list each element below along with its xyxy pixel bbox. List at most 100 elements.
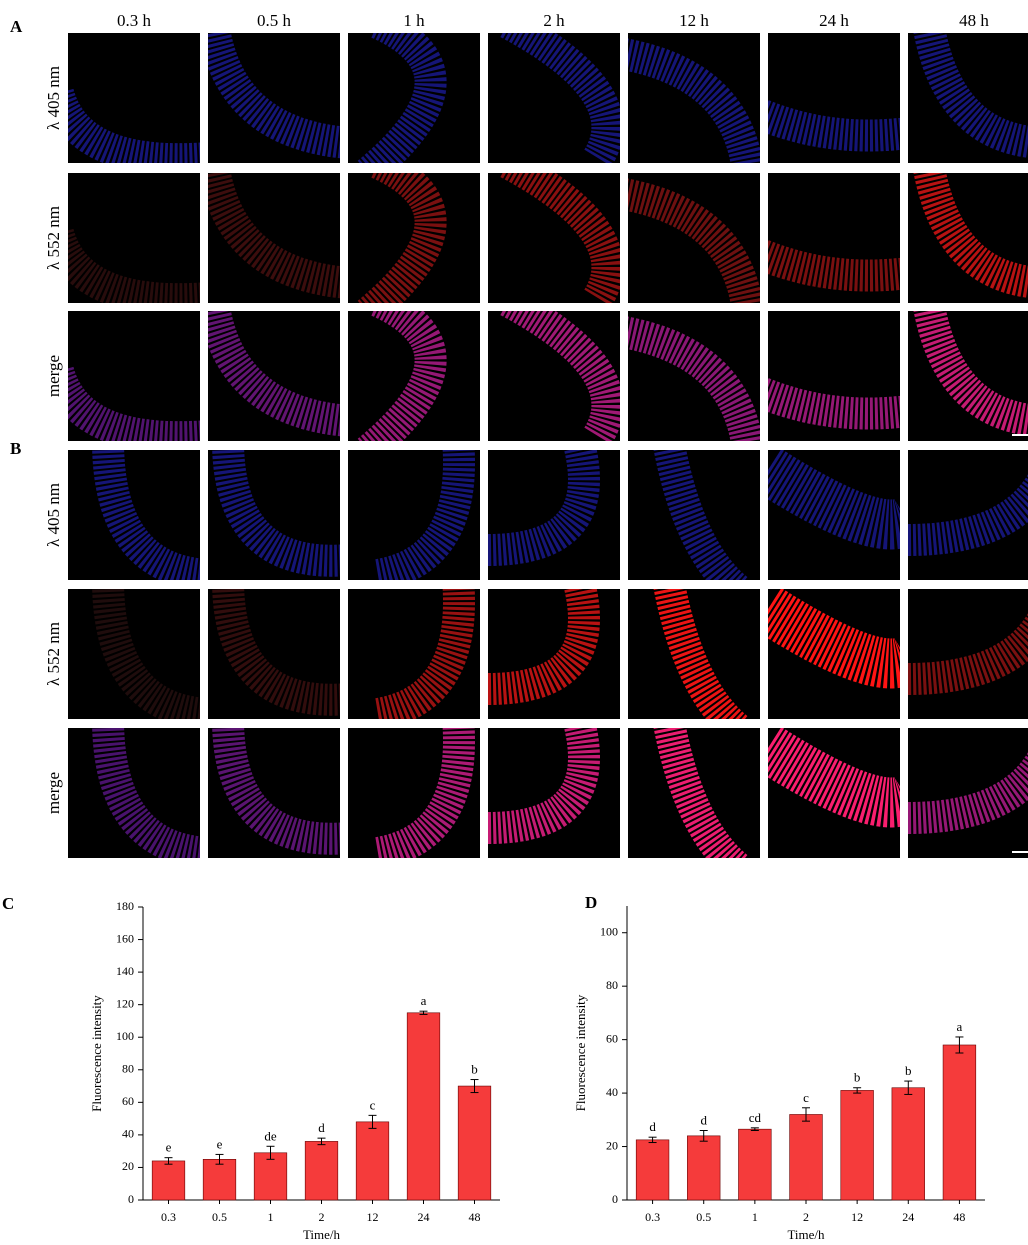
micrograph xyxy=(488,450,620,580)
micrograph xyxy=(628,728,760,858)
x-tick-label: 0.3 xyxy=(645,1210,660,1224)
row-label: merge xyxy=(44,355,63,397)
y-axis-title: Fluorescence intensity xyxy=(89,995,104,1112)
error-bar xyxy=(648,1136,657,1144)
tissue xyxy=(500,311,620,441)
x-axis-title: Time/h xyxy=(303,1227,341,1242)
x-tick-label: 24 xyxy=(418,1210,430,1224)
tissue xyxy=(92,450,200,580)
y-tick-label: 80 xyxy=(122,1062,134,1076)
micrograph xyxy=(68,311,200,441)
micrograph xyxy=(348,173,480,303)
micrograph xyxy=(348,589,480,719)
panel-label: C xyxy=(2,894,14,913)
micrograph xyxy=(348,33,480,163)
tissue xyxy=(374,589,475,719)
micrograph xyxy=(908,450,1028,580)
column-label: 2 h xyxy=(543,11,565,30)
bar xyxy=(253,1152,288,1201)
bar xyxy=(457,1085,492,1201)
tissue xyxy=(908,751,1028,834)
micrograph xyxy=(488,311,620,441)
significance-letter: b xyxy=(471,1062,478,1077)
x-tick-label: 48 xyxy=(469,1210,481,1224)
tissue xyxy=(908,473,1028,556)
tissue xyxy=(208,33,340,159)
micrograph xyxy=(208,173,340,303)
micrograph-bg xyxy=(908,589,1028,719)
tissue xyxy=(357,173,447,303)
micrograph xyxy=(348,450,480,580)
micrograph xyxy=(208,589,340,719)
significance-letter: b xyxy=(854,1070,861,1085)
error-bar xyxy=(853,1087,862,1094)
significance-letter: c xyxy=(370,1097,376,1112)
tissue xyxy=(628,178,760,303)
column-label: 0.3 h xyxy=(117,11,152,30)
column-label: 0.5 h xyxy=(257,11,292,30)
tissue xyxy=(488,728,600,844)
micrograph xyxy=(488,33,620,163)
y-tick-label: 100 xyxy=(600,924,618,938)
x-tick-label: 0.5 xyxy=(696,1210,711,1224)
y-tick-label: 40 xyxy=(122,1127,134,1141)
tissue xyxy=(653,450,749,580)
tissue xyxy=(628,316,760,441)
micrograph xyxy=(628,33,760,163)
y-tick-label: 180 xyxy=(116,899,134,913)
y-tick-label: 60 xyxy=(606,1031,618,1045)
error-bar xyxy=(470,1079,479,1094)
bar xyxy=(789,1114,823,1201)
bar xyxy=(355,1121,390,1201)
y-tick-label: 0 xyxy=(612,1192,618,1206)
x-tick-label: 48 xyxy=(953,1210,965,1224)
bar xyxy=(687,1135,721,1201)
error-bar xyxy=(802,1107,810,1122)
micrograph xyxy=(908,173,1028,303)
error-bar xyxy=(419,1010,428,1015)
micrograph-bg xyxy=(908,728,1028,858)
micrograph-bg xyxy=(488,33,620,163)
y-tick-label: 40 xyxy=(606,1085,618,1099)
tissue xyxy=(768,99,900,152)
micrograph-bg xyxy=(488,728,620,858)
x-axis-title: Time/h xyxy=(787,1227,825,1242)
tissue xyxy=(212,728,340,855)
tissue xyxy=(374,728,475,858)
error-bar xyxy=(699,1130,708,1142)
micrograph xyxy=(68,450,200,580)
micrograph xyxy=(768,450,900,580)
error-bar xyxy=(215,1153,224,1165)
significance-letter: a xyxy=(421,993,427,1008)
micrograph xyxy=(348,728,480,858)
micrograph xyxy=(768,311,900,441)
micrograph xyxy=(908,728,1028,858)
bar xyxy=(406,1012,441,1201)
micrograph-bg xyxy=(348,311,480,441)
micrograph xyxy=(348,311,480,441)
tissue xyxy=(357,311,447,441)
micrograph-bg xyxy=(628,728,760,858)
micrograph xyxy=(68,589,200,719)
significance-letter: cd xyxy=(749,1110,762,1125)
bar xyxy=(151,1160,186,1201)
micrograph-bg xyxy=(488,173,620,303)
error-bar xyxy=(368,1114,377,1129)
tissue xyxy=(653,728,749,858)
tissue xyxy=(908,612,1028,695)
micrograph xyxy=(908,311,1028,441)
x-tick-label: 12 xyxy=(851,1210,863,1224)
error-bar xyxy=(750,1127,759,1132)
significance-letter: c xyxy=(803,1090,809,1105)
column-label: 12 h xyxy=(679,11,709,30)
y-tick-label: 100 xyxy=(116,1029,134,1043)
column-label: 1 h xyxy=(403,11,425,30)
tissue xyxy=(212,450,340,577)
micrograph xyxy=(768,728,900,858)
y-tick-label: 80 xyxy=(606,978,618,992)
y-axis-title: Fluorescence intensity xyxy=(573,994,588,1111)
micrograph-bg xyxy=(348,173,480,303)
significance-letter: e xyxy=(217,1136,223,1151)
significance-letter: d xyxy=(700,1112,707,1127)
significance-letter: d xyxy=(318,1120,325,1135)
